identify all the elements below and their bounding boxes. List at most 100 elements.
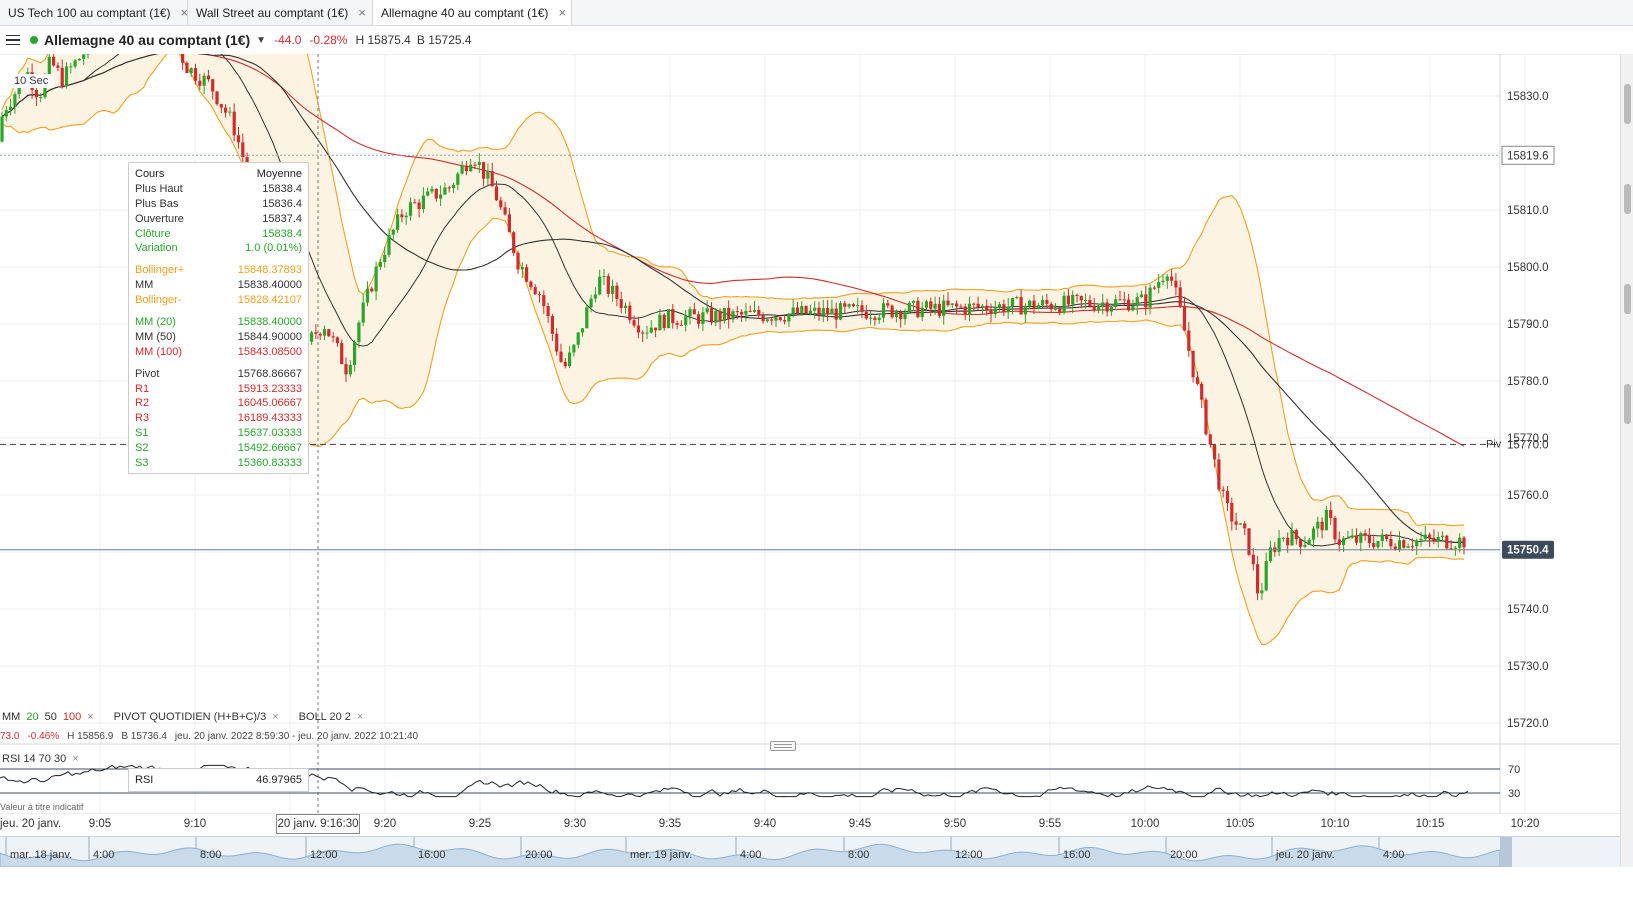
candle-body <box>473 164 477 166</box>
time-tick-label: 10:20 <box>1510 818 1540 830</box>
pane-resize-handle[interactable] <box>770 741 796 751</box>
time-tick-label: 9:50 <box>943 818 967 830</box>
ohlc-row: MM 15838.40000 <box>135 278 302 293</box>
candle-body <box>1303 544 1307 547</box>
candle-body <box>838 303 843 320</box>
tab-label: Allemagne 40 au comptant (1€) <box>381 5 549 20</box>
candle-body <box>937 303 941 316</box>
navigator[interactable]: mar. 18 janv. 4:00 8:00 12:00 16:00 20:00 mer.… <box>0 836 1633 867</box>
candle-body <box>430 188 434 192</box>
tab-us-tech-100[interactable]: US Tech 100 au comptant (1€) × <box>0 0 188 25</box>
candle-body <box>606 276 610 294</box>
last-change-pct: -0.46% <box>27 731 60 742</box>
candle-body <box>1277 538 1281 552</box>
remove-rsi-icon[interactable]: × <box>72 753 79 765</box>
candle-body <box>494 186 499 201</box>
mm-label[interactable]: MM <box>2 711 21 723</box>
mm50-label[interactable]: 50 <box>44 711 57 723</box>
time-axis[interactable]: jeu. 20 janv. 9:05 9:10 9:20 9:25 9:30 9:35 9:4… <box>0 814 1633 836</box>
candle-body <box>1281 537 1285 539</box>
rsi-legend-label[interactable]: RSI 14 70 30 <box>2 753 67 765</box>
bollinger-indicator-label[interactable]: BOLL 20 2 <box>298 711 351 723</box>
candle-body <box>808 310 812 314</box>
candle-body <box>920 307 924 318</box>
candle-body <box>47 56 51 76</box>
price-chart[interactable]: 15830.015820.015810.015800.015790.015780… <box>0 54 1620 814</box>
candle-body <box>1015 297 1019 299</box>
candle-body <box>181 54 185 63</box>
menu-icon[interactable] <box>6 34 20 46</box>
candle-body <box>1122 299 1126 301</box>
candle-body <box>731 311 735 320</box>
candle-body <box>649 327 653 333</box>
row-value: 15637.03333 <box>237 427 302 440</box>
candle-body <box>1174 280 1178 288</box>
candle-body <box>335 337 339 344</box>
candle-body <box>9 106 13 111</box>
candle-body <box>443 187 447 195</box>
pivot-indicator-label[interactable]: PIVOT QUOTIDIEN (H+B+C)/3 <box>113 711 267 723</box>
candle-body <box>520 267 524 270</box>
candle-body <box>322 329 327 336</box>
remove-pivot-icon[interactable]: × <box>272 711 279 723</box>
candle-body <box>1320 521 1324 531</box>
candle-body <box>1028 300 1032 307</box>
timeframe-selector[interactable]: 10 Sec <box>8 74 55 88</box>
candle-body <box>1311 528 1316 540</box>
ohlc-row: S1 15637.03333 <box>135 426 302 441</box>
candle-body <box>791 307 795 314</box>
row-value: 15492.66667 <box>237 442 302 455</box>
candle-body <box>499 200 503 208</box>
candle-body <box>69 66 73 68</box>
current-price-box <box>1502 540 1554 559</box>
candle-body <box>1131 306 1135 311</box>
ohlc-row: R2 16045.06667 <box>135 396 302 411</box>
instrument-title[interactable]: Allemagne 40 au comptant (1€) <box>44 32 251 48</box>
ohlc-row: Variation 1.0 (0.01%) <box>135 241 302 256</box>
candle-body <box>13 94 17 107</box>
candle-body <box>1187 330 1191 351</box>
close-icon[interactable]: × <box>558 5 567 20</box>
row-label: Variation <box>135 242 178 255</box>
candle-body <box>348 364 352 375</box>
tab-allemagne-40[interactable]: Allemagne 40 au comptant (1€) × <box>373 0 572 25</box>
price-tick-label: 15810.0 <box>1507 205 1549 217</box>
candle-body <box>1389 538 1393 547</box>
mm20-label[interactable]: 20 <box>26 711 39 723</box>
vertical-scrollbar[interactable] <box>1620 54 1633 866</box>
candle-body <box>421 195 425 209</box>
row-value: 15848.37893 <box>237 264 302 277</box>
remove-mm-icon[interactable]: × <box>87 711 94 723</box>
close-icon[interactable]: × <box>358 5 366 20</box>
candle-body <box>1264 561 1268 591</box>
chevron-down-icon[interactable]: ▼ <box>256 34 267 46</box>
time-tick-label: 9:10 <box>183 818 207 830</box>
candle-body <box>602 276 606 278</box>
candle-body <box>1260 590 1264 594</box>
candle-body <box>1440 535 1445 537</box>
remove-bollinger-icon[interactable]: × <box>356 711 364 723</box>
candle-body <box>950 303 954 306</box>
candle-body <box>1432 537 1436 542</box>
candle-body <box>1268 547 1273 562</box>
candle-body <box>1393 546 1397 550</box>
candle-body <box>1019 297 1023 315</box>
disclaimer: Valeur à titre indicatif <box>0 802 84 812</box>
candle-body <box>623 305 628 308</box>
close-icon[interactable]: × <box>180 5 189 20</box>
candle-body <box>1105 302 1109 312</box>
candle-body <box>955 303 959 307</box>
tab-wall-street[interactable]: Wall Street au comptant (1€) × <box>188 0 373 25</box>
candle-body <box>869 317 873 319</box>
candle-body <box>654 327 658 331</box>
candle-body <box>714 311 718 323</box>
row-value: 16045.06667 <box>237 397 302 410</box>
candle-body <box>408 202 413 216</box>
candle-body <box>219 104 223 108</box>
mm100-label[interactable]: 100 <box>62 711 82 723</box>
navigator-handle[interactable] <box>1500 837 1512 867</box>
candle-body <box>391 229 395 235</box>
candle-body <box>851 304 855 307</box>
candle-body <box>1243 523 1247 529</box>
candle-body <box>1195 377 1199 384</box>
